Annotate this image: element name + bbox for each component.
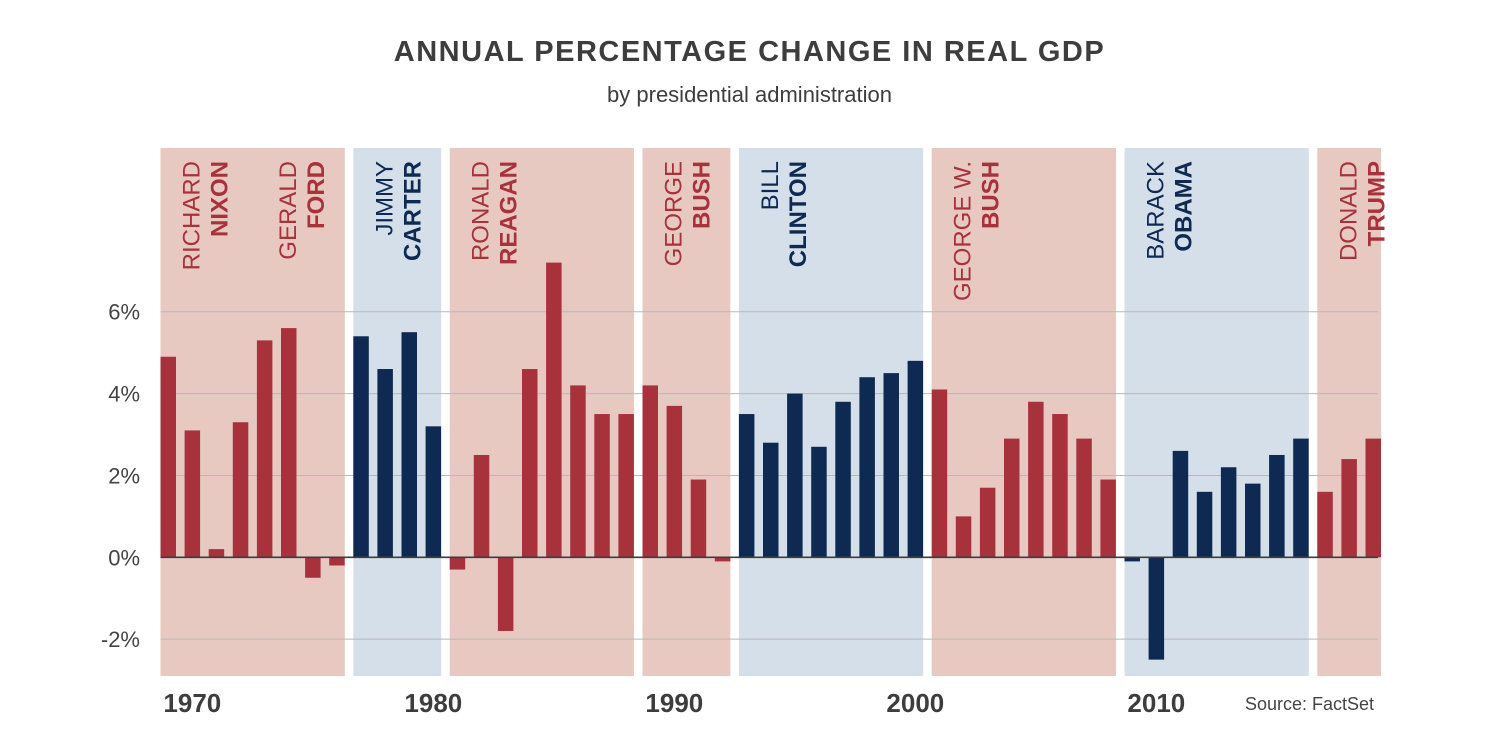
administration-labels: RICHARD NIXON GERALD FORD JIMMY CARTER RONALD R…	[179, 161, 1391, 301]
bar-1973	[256, 340, 273, 558]
band-reagan-3	[449, 148, 634, 676]
x-tick-label: 2000	[886, 688, 944, 718]
bar-1999	[883, 373, 899, 558]
bar-1989	[642, 385, 658, 558]
bar-1985	[546, 262, 562, 558]
bar-1988	[618, 414, 634, 558]
bar-1998	[859, 377, 875, 558]
bar-2017	[1317, 491, 1333, 558]
bar-1996	[811, 446, 827, 558]
y-axis-ticks: 6% 4% 2% 0% -2%	[101, 300, 140, 652]
bar-2011	[1172, 450, 1189, 558]
chart-title: ANNUAL PERCENTAGE CHANGE IN REAL GDP	[393, 36, 1106, 68]
bar-1982	[473, 454, 490, 558]
bar-2019	[1365, 438, 1381, 558]
admin-last-name-6: BUSH	[978, 161, 1005, 229]
band-nixon-0	[160, 148, 273, 676]
bar-1977	[353, 336, 369, 558]
bar-1986	[570, 385, 586, 558]
bar-1997	[835, 401, 851, 558]
bar-2013	[1220, 467, 1237, 558]
y-tick-label: -2%	[101, 627, 140, 652]
admin-last-name-2: CARTER	[399, 161, 426, 261]
bar-1979	[401, 332, 417, 558]
x-axis-ticks: 1970 1980 1990 2000 2010	[163, 688, 1185, 718]
admin-first-name-4: GEORGE	[661, 161, 688, 266]
admin-first-name-5: BILL	[757, 161, 784, 210]
bar-2007	[1076, 438, 1092, 558]
bar-1978	[377, 369, 393, 558]
band-bush-6	[931, 148, 1116, 676]
bar-2014	[1245, 483, 1261, 558]
bar-2009	[1124, 557, 1140, 562]
bars	[160, 262, 1381, 660]
admin-first-name-3: RONALD	[468, 161, 495, 261]
bar-2001	[931, 389, 948, 558]
bar-1993	[738, 414, 755, 558]
bar-1970	[184, 430, 201, 558]
x-tick-label: 1990	[645, 688, 703, 718]
bar-2008	[1100, 479, 1116, 558]
bar-1992	[714, 557, 731, 562]
bar-1975	[305, 557, 321, 578]
y-tick-label: 4%	[108, 382, 140, 407]
x-tick-label: 1970	[163, 688, 221, 718]
bar-1990	[666, 405, 683, 558]
admin-first-name-6: GEORGE W.	[950, 161, 977, 301]
chart-subtitle: by presidential administration	[607, 82, 892, 107]
bar-2000	[907, 360, 924, 558]
admin-last-name-0: NIXON	[207, 161, 234, 237]
admin-last-name-8: TRUMP	[1363, 161, 1390, 246]
y-tick-label: 2%	[108, 463, 140, 488]
source-note: Source: FactSet	[1244, 694, 1374, 714]
bar-2012	[1196, 491, 1213, 558]
admin-first-name-7: BARACK	[1143, 161, 1170, 260]
bar-2003	[979, 487, 996, 558]
bar-1994	[763, 442, 779, 558]
bar-2018	[1341, 459, 1357, 558]
x-tick-label: 2010	[1127, 688, 1185, 718]
y-tick-label: 0%	[108, 545, 140, 570]
bar-2004	[1004, 438, 1020, 558]
admin-last-name-5: CLINTON	[785, 161, 812, 267]
bar-1983	[497, 557, 514, 631]
administration-bands	[160, 148, 1382, 676]
bar-1972	[232, 422, 249, 558]
bar-1974	[281, 328, 297, 558]
y-tick-label: 6%	[108, 300, 140, 325]
admin-last-name-4: BUSH	[689, 161, 716, 229]
bar-1981	[449, 557, 466, 570]
bar-2016	[1293, 438, 1309, 558]
bar-2010	[1148, 557, 1165, 660]
bar-2006	[1052, 414, 1068, 558]
admin-first-name-8: DONALD	[1335, 161, 1362, 261]
bar-1995	[787, 393, 803, 558]
x-tick-label: 1980	[404, 688, 462, 718]
bar-1969	[160, 356, 176, 558]
bar-1980	[425, 426, 442, 558]
bar-1976	[329, 557, 345, 566]
admin-last-name-3: REAGAN	[496, 161, 523, 265]
admin-first-name-0: RICHARD	[179, 161, 206, 270]
admin-last-name-7: OBAMA	[1171, 161, 1198, 252]
admin-last-name-1: FORD	[303, 161, 330, 229]
bar-1984	[522, 369, 538, 558]
admin-first-name-2: JIMMY	[371, 161, 398, 236]
bar-1991	[690, 479, 707, 558]
admin-first-name-1: GERALD	[275, 161, 302, 260]
bar-2015	[1269, 454, 1285, 558]
bar-1987	[594, 414, 610, 558]
band-trump-8	[1317, 148, 1382, 676]
bar-2005	[1028, 401, 1044, 558]
bar-1971	[208, 549, 225, 558]
bar-2002	[955, 516, 972, 558]
